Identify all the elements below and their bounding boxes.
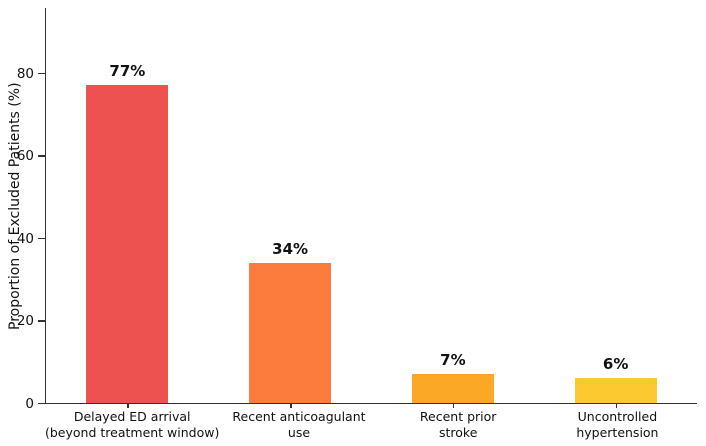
y-tick-label: 20 bbox=[16, 313, 34, 329]
bar bbox=[411, 374, 494, 403]
bar bbox=[249, 262, 332, 403]
bar-value-label: 7% bbox=[440, 351, 466, 370]
y-tick-mark bbox=[38, 155, 45, 157]
x-tick-mark bbox=[452, 403, 455, 408]
x-tick-label-line: Delayed ED arrival bbox=[73, 409, 191, 424]
y-tick-label: 60 bbox=[16, 148, 34, 164]
x-tick-label-line: Recent anticoagulant bbox=[232, 409, 366, 424]
x-tick-mark bbox=[290, 403, 292, 408]
x-tick-label: Delayed ED arrival (beyond treatment wind… bbox=[45, 409, 219, 441]
x-tick-label-line: Recent prior bbox=[419, 409, 497, 424]
bars-row: 77% 34% 7% 6% bbox=[46, 8, 697, 408]
x-tick-label-line: stroke bbox=[438, 425, 478, 440]
x-tick-label-line: (beyond treatment window) bbox=[45, 425, 220, 440]
x-tick-mark bbox=[615, 403, 618, 408]
y-tick-mark bbox=[38, 237, 45, 239]
bar-value-label: 34% bbox=[272, 239, 309, 258]
x-tick-label-line: Uncontrolled bbox=[577, 409, 658, 424]
bar-slot: 34% bbox=[209, 8, 372, 408]
x-axis-labels: Delayed ED arrival (beyond treatment wind… bbox=[45, 409, 697, 441]
bar-value-label: 77% bbox=[109, 62, 146, 81]
y-tick-mark bbox=[38, 72, 45, 74]
bar bbox=[574, 378, 657, 403]
x-tick-label-line: use bbox=[287, 425, 311, 440]
x-tick-label: Uncontrolled hypertension bbox=[538, 409, 697, 441]
x-tick-label-line: hypertension bbox=[576, 425, 659, 440]
bar bbox=[86, 85, 169, 403]
bar-slot: 77% bbox=[46, 8, 209, 408]
y-tick-label: 40 bbox=[16, 230, 34, 247]
bar-slot: 6% bbox=[534, 8, 697, 408]
bar-slot: 7% bbox=[372, 8, 535, 408]
x-tick-label: Recent prior stroke bbox=[379, 409, 538, 441]
bar-value-label: 6% bbox=[602, 355, 629, 374]
plot-area: 77% 34% 7% 6% 0 20 40 60 80 bbox=[17, 8, 697, 412]
y-tick-label: 0 bbox=[25, 395, 34, 412]
x-tick-mark bbox=[127, 403, 129, 408]
y-tick-mark bbox=[38, 320, 45, 322]
y-tick-label: 80 bbox=[16, 65, 34, 82]
x-tick-label: Recent anticoagulant use bbox=[219, 409, 378, 441]
y-tick-mark bbox=[38, 402, 45, 404]
